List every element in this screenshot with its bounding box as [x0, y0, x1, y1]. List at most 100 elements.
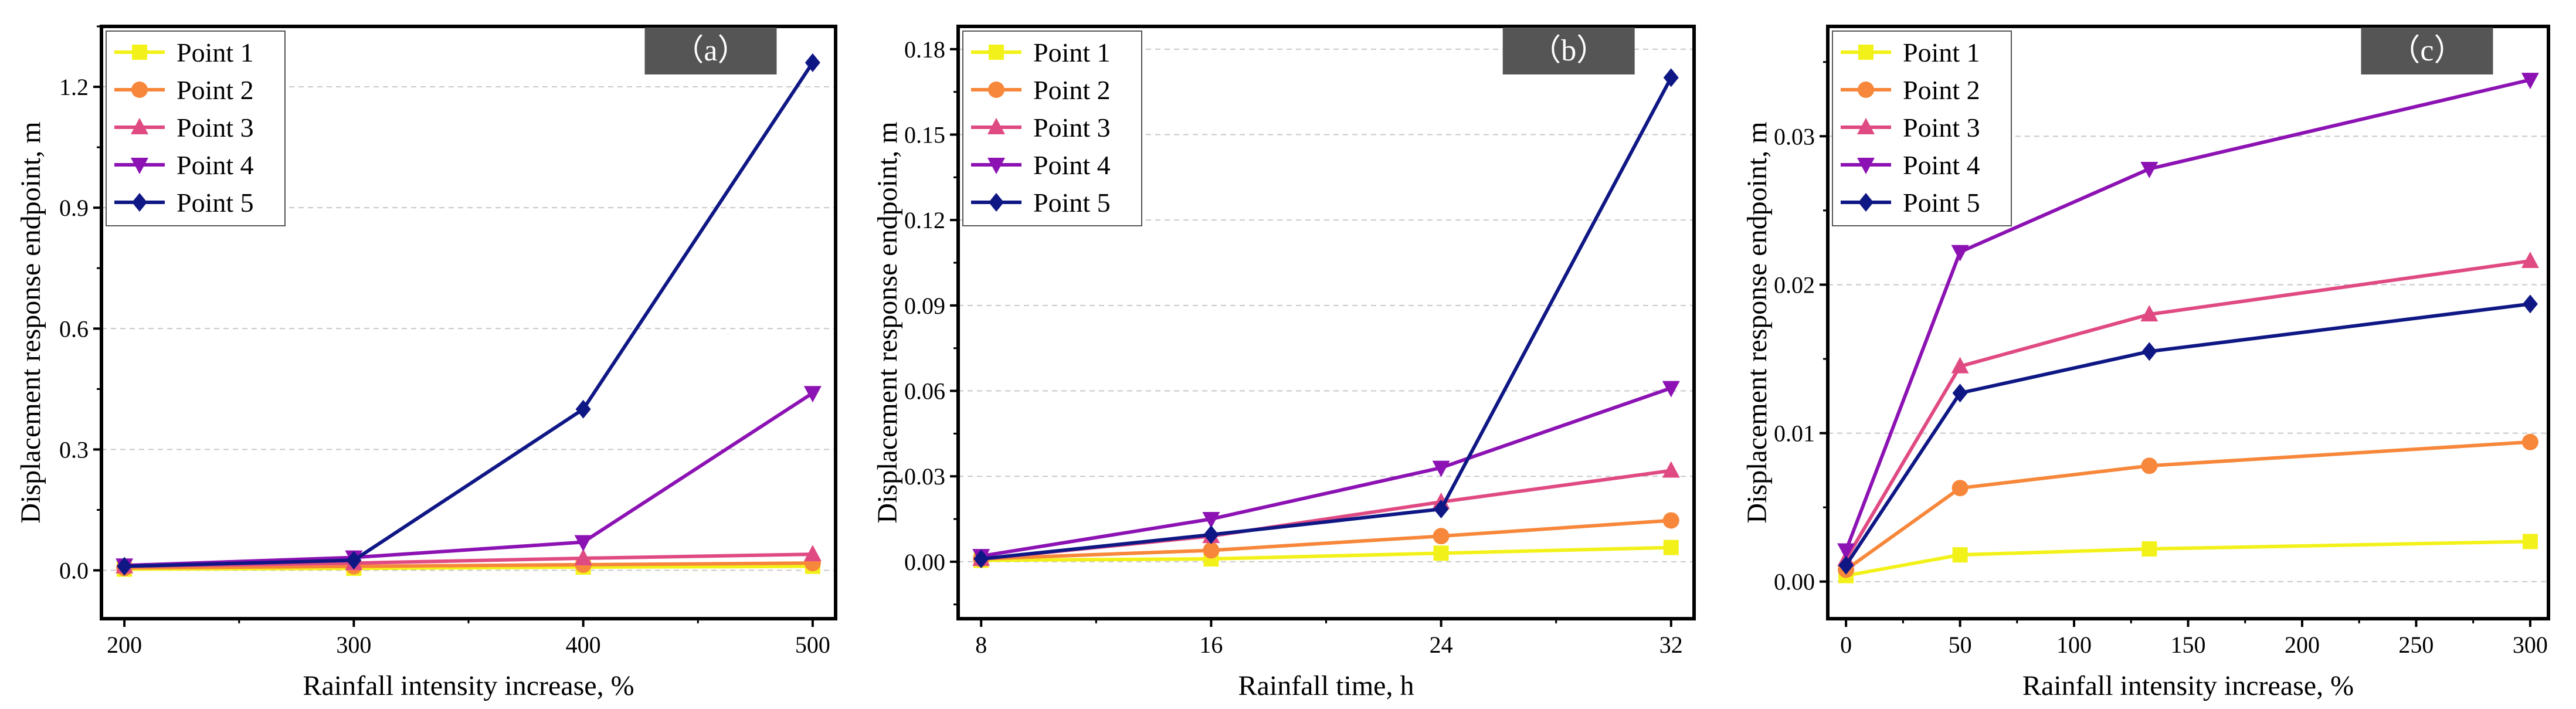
- chart-panel-2: 0.00 0.03 0.06 0.09 0.12 0.15 0.18 8 16 24 32 （b） Po…: [872, 25, 1696, 701]
- data-point: [1663, 68, 1679, 87]
- y-tick-label: 0.06: [904, 378, 945, 405]
- data-point: [2141, 541, 2157, 557]
- y-axis-title: Displacement response endpoint, m: [872, 121, 903, 523]
- series-line: [1844, 302, 2531, 566]
- series-4: [1837, 73, 2539, 560]
- legend-label: Point 1: [1033, 38, 1111, 67]
- legend-marker: [1858, 82, 1874, 98]
- series-line: [1844, 259, 2531, 561]
- data-point: [2141, 342, 2157, 361]
- panel-label: （a）: [644, 28, 777, 74]
- panel-label: （b）: [1502, 28, 1635, 74]
- data-point: [803, 386, 822, 403]
- x-tick-label: 300: [336, 632, 371, 658]
- data-point: [1203, 542, 1220, 559]
- panel-label-box: [2361, 28, 2493, 74]
- plot-frame: [1826, 25, 2550, 620]
- plot-frame: [100, 25, 837, 620]
- y-tick-label: 0.02: [1774, 272, 1815, 298]
- legend-label: Point 3: [1903, 113, 1980, 143]
- series-line: [124, 62, 814, 568]
- legend-label: Point 4: [1903, 150, 1980, 180]
- data-point: [575, 399, 591, 419]
- data-point: [1662, 512, 1679, 529]
- legend-marker: [131, 118, 148, 134]
- panel-label-text: （b）: [1530, 34, 1607, 67]
- series-line: [980, 386, 1672, 558]
- data-point: [1663, 540, 1679, 555]
- x-tick-label: 24: [1430, 632, 1453, 658]
- legend-marker: [132, 193, 147, 212]
- data-point: [1203, 525, 1219, 544]
- series-line: [124, 561, 813, 570]
- legend-marker: [989, 45, 1004, 60]
- data-point: [1433, 500, 1449, 519]
- legend-marker: [1857, 118, 1875, 134]
- legend-label: Point 2: [1033, 75, 1111, 105]
- data-point: [1433, 545, 1449, 561]
- y-tick-label: 0.03: [904, 463, 945, 490]
- x-tick-label: 300: [2513, 632, 2548, 658]
- legend-label: Point 4: [177, 150, 254, 180]
- y-tick-label: 0.18: [904, 36, 945, 63]
- y-tick-label: 1.2: [59, 74, 89, 100]
- panel-label-box: [644, 28, 777, 74]
- panel-label: （c）: [2361, 28, 2493, 74]
- y-tick-label: 0.00: [904, 549, 945, 575]
- y-tick-label: 0.15: [904, 122, 945, 148]
- data-point: [2140, 305, 2158, 322]
- data-point: [1951, 480, 1969, 497]
- series-3: [1837, 251, 2539, 566]
- x-tick-label: 100: [2056, 632, 2092, 658]
- x-tick-label: 200: [2285, 632, 2320, 658]
- series-line: [981, 545, 1671, 562]
- y-tick-label: 0.03: [1774, 123, 1815, 150]
- legend: Point 1 Point 2 Point 3 Point 4 Point 5: [962, 30, 1142, 226]
- data-point: [2521, 251, 2539, 268]
- series-line: [980, 469, 1672, 561]
- data-point: [574, 548, 592, 565]
- y-axis-title: Displacement response endpoint, m: [15, 121, 46, 523]
- legend: Point 1 Point 2 Point 3 Point 4 Point 5: [1832, 30, 2012, 226]
- data-point: [574, 535, 592, 552]
- series-5: [973, 68, 1679, 569]
- data-point: [2522, 294, 2538, 314]
- data-point: [1952, 547, 1968, 563]
- data-point: [1662, 461, 1680, 478]
- chart-panel-3: 0.00 0.01 0.02 0.03 0 50 100 150 200 250 300 （c） Poi…: [1742, 25, 2550, 701]
- legend: Point 1 Point 2 Point 3 Point 4 Point 5: [106, 30, 286, 226]
- x-tick-label: 200: [107, 632, 142, 658]
- legend-marker: [132, 45, 147, 60]
- data-point: [1951, 357, 1969, 374]
- legend-label: Point 5: [177, 188, 254, 218]
- x-tick-label: 32: [1659, 632, 1683, 658]
- y-tick-label: 0.9: [59, 195, 89, 221]
- series-4: [116, 386, 822, 575]
- data-point: [1952, 384, 1968, 403]
- x-tick-label: 50: [1949, 632, 1972, 658]
- y-tick-label: 0.6: [59, 316, 89, 342]
- series-line: [124, 391, 814, 568]
- legend-marker: [1858, 193, 1874, 212]
- legend-marker: [989, 193, 1004, 212]
- data-point: [2521, 433, 2538, 450]
- y-tick-label: 0.00: [1774, 569, 1815, 595]
- x-tick-label: 150: [2171, 632, 2206, 658]
- legend-label: Point 5: [1903, 188, 1980, 218]
- legend-label: Point 1: [177, 38, 254, 67]
- data-point: [973, 549, 989, 569]
- x-axis-title: Rainfall time, h: [1238, 670, 1414, 701]
- x-tick-label: 16: [1199, 632, 1223, 658]
- y-tick-label: 0.09: [904, 293, 945, 319]
- x-axis-title: Rainfall intensity increase, %: [2022, 670, 2354, 701]
- legend-label: Point 5: [1033, 188, 1111, 218]
- series-line: [1844, 78, 2531, 551]
- y-tick-label: 0.3: [59, 436, 89, 463]
- data-point: [346, 551, 362, 570]
- data-point: [2521, 73, 2539, 90]
- series-5: [1838, 294, 2538, 575]
- panel-label-text: （c）: [2390, 34, 2464, 67]
- y-tick-label: 0.0: [59, 558, 89, 584]
- x-tick-label: 0: [1840, 632, 1852, 658]
